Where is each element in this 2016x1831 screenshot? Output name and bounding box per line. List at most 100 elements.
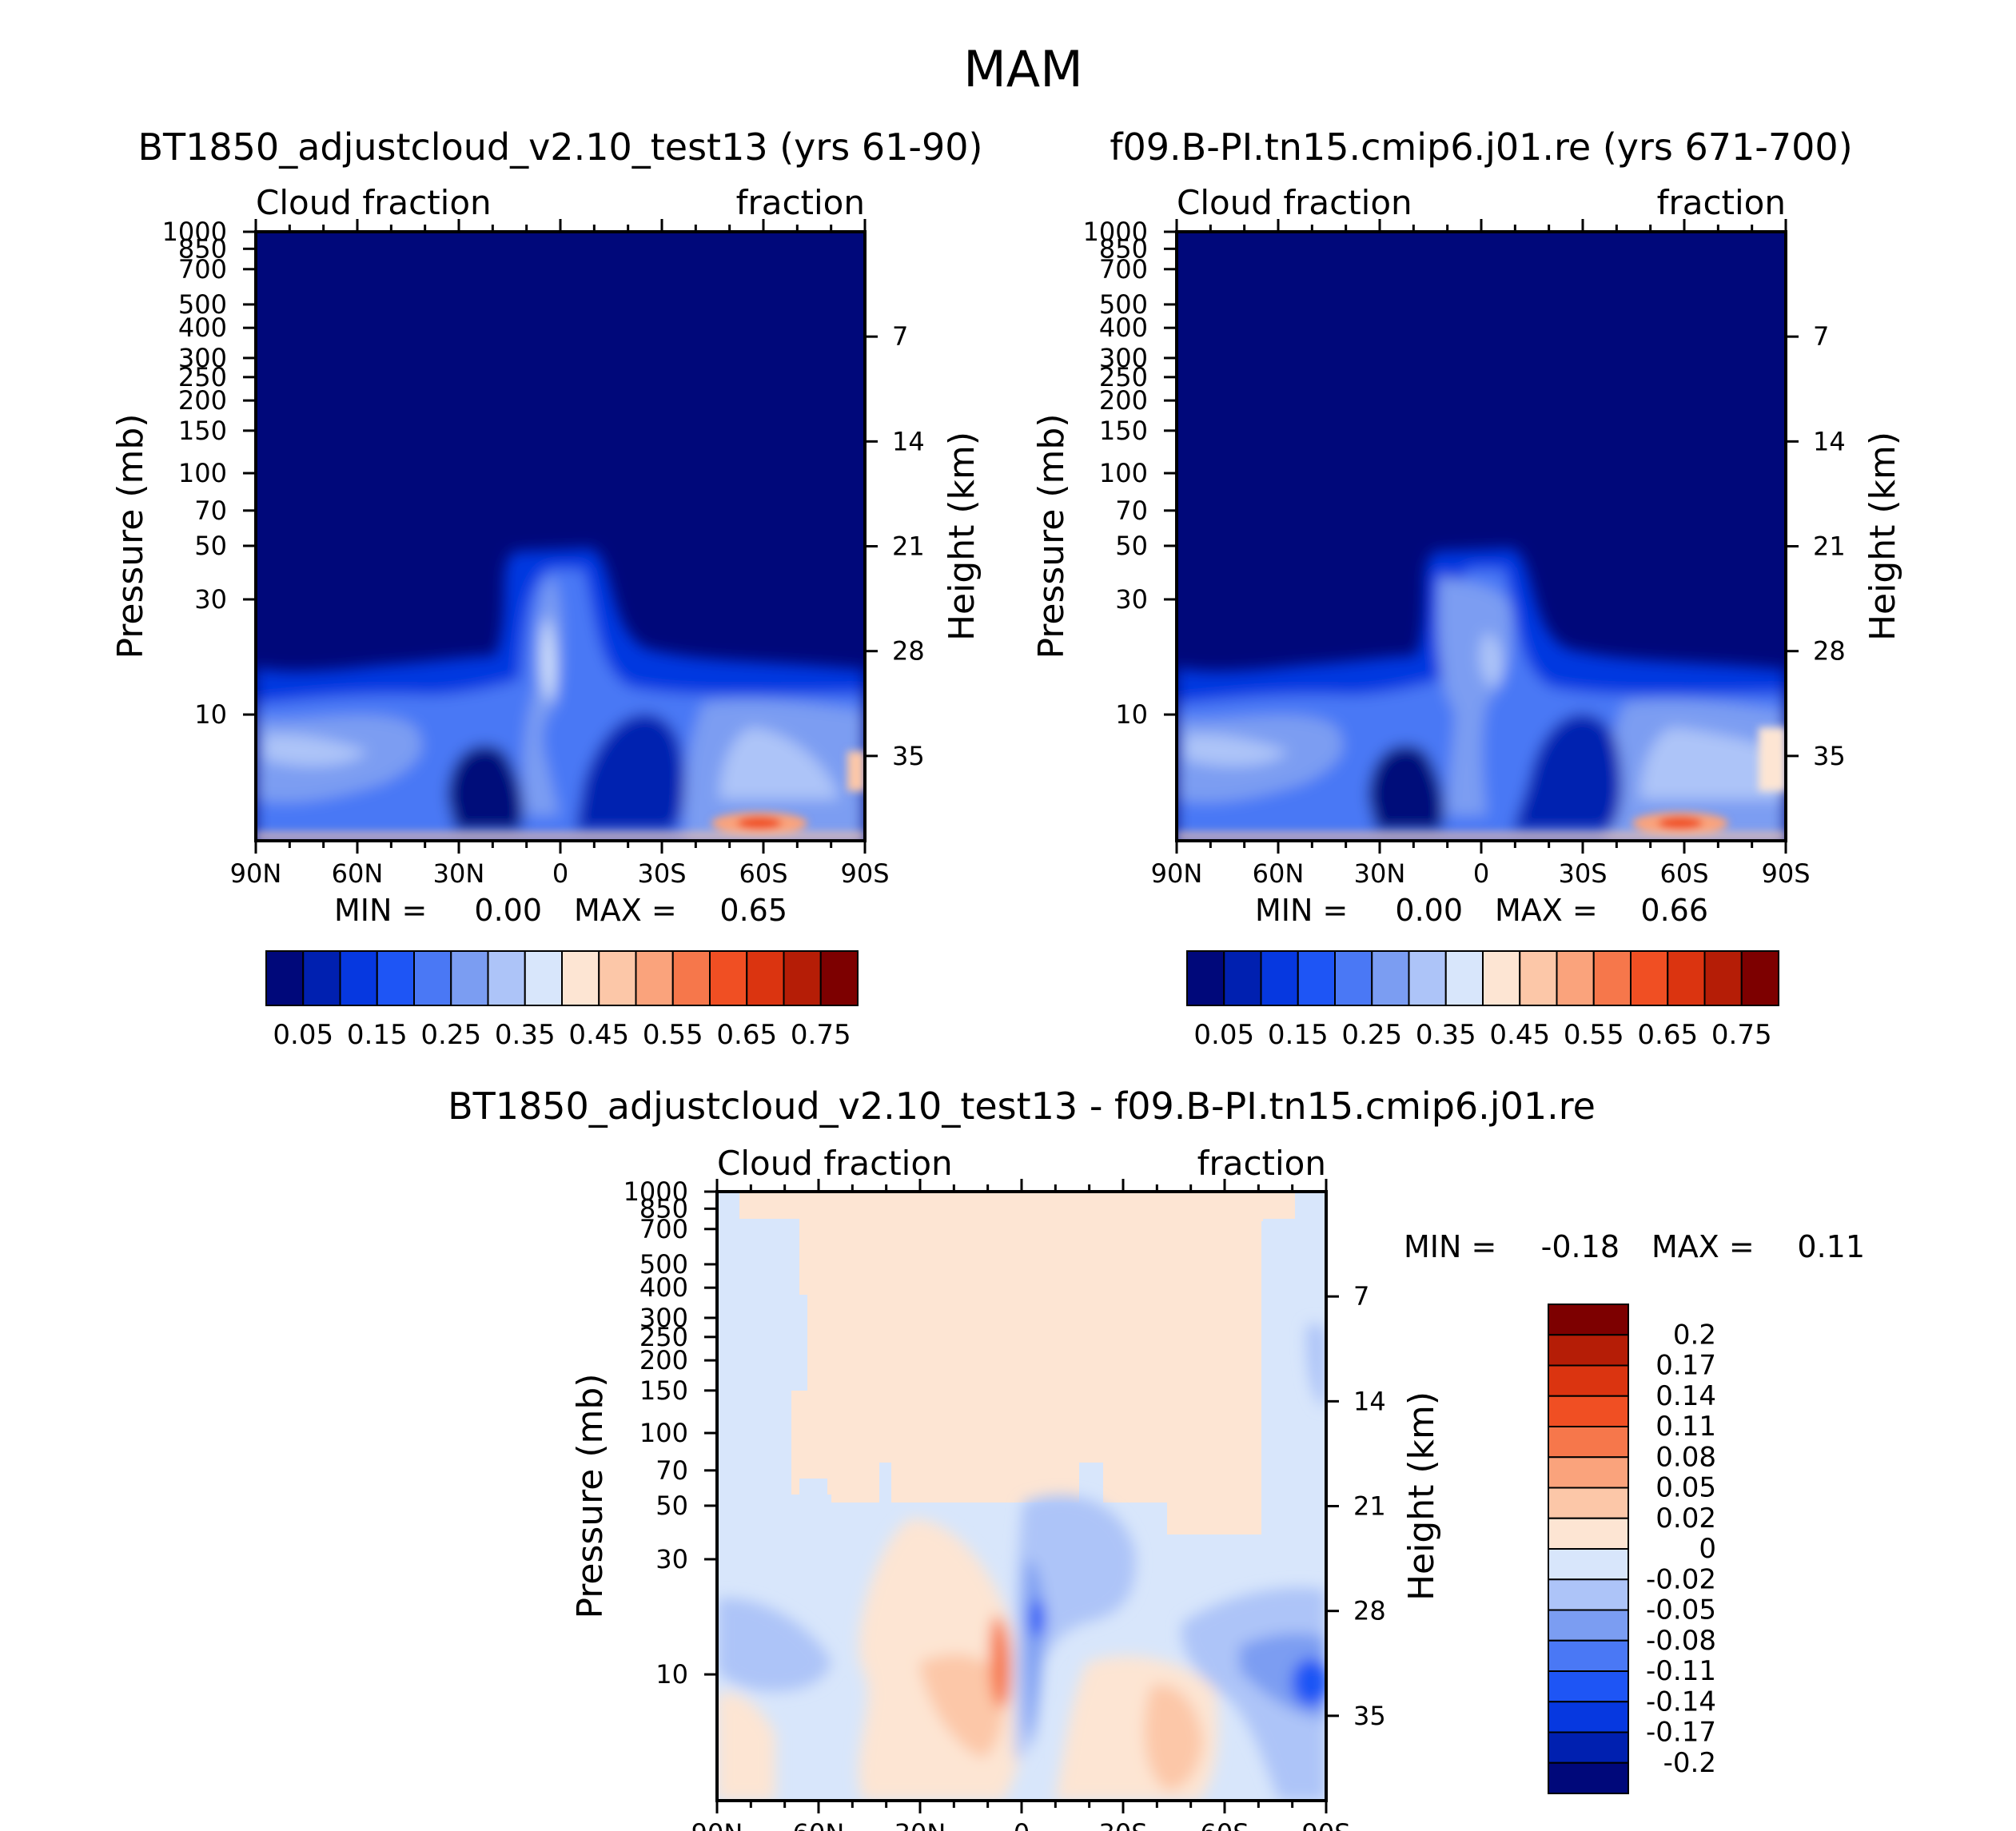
colorbar-swatch xyxy=(376,950,415,1006)
colorbar-swatch xyxy=(1371,950,1410,1006)
colorbar-swatch xyxy=(1548,1426,1629,1459)
colorbar: 0.05 0.15 0.25 0.35 0.45 0.55 0.65 0.75 xyxy=(265,950,859,1051)
y2-tick-label: 35 xyxy=(892,741,925,771)
y2-axis-label: Height (km) xyxy=(1401,1391,1442,1601)
y-tick-label: 400 xyxy=(178,312,227,343)
axis-ticks: 90N60N30N030S60S90S103050701001502002503… xyxy=(624,1176,1386,1831)
colorbar-swatch xyxy=(746,950,785,1006)
contour-fill xyxy=(541,615,556,703)
y2-tick-label: 14 xyxy=(1813,426,1846,456)
colorbar-label: 0.05 xyxy=(1193,1019,1254,1051)
colorbar-swatch xyxy=(1548,1578,1629,1611)
colorbar-swatch xyxy=(1740,950,1779,1006)
y2-tick-label: 21 xyxy=(1813,531,1846,562)
contour-fill xyxy=(719,727,839,799)
colorbar-label: 0 xyxy=(1699,1533,1716,1565)
colorbar-swatch xyxy=(1548,1639,1629,1672)
x-tick-label: 0 xyxy=(552,858,568,889)
x-tick-label: 90S xyxy=(1761,858,1810,889)
x-tick-label: 90N xyxy=(1151,858,1203,889)
x-tick-label: 90S xyxy=(840,858,889,889)
colorbar-swatch xyxy=(1548,1761,1629,1794)
y-tick-label: 700 xyxy=(178,254,227,285)
max-value: 0.11 xyxy=(1797,1229,1865,1264)
panel-difference: BT1850_adjustcloud_v2.10_test13 - f09.B-… xyxy=(448,1085,1865,1831)
units-label: fraction xyxy=(1197,1144,1326,1183)
y-tick-label: 10 xyxy=(655,1659,688,1690)
y2-tick-label: 7 xyxy=(1353,1281,1369,1312)
x-tick-label: 30N xyxy=(894,1818,946,1831)
contour-fill xyxy=(1369,745,1444,831)
contour-fill xyxy=(919,1654,1004,1758)
colorbar-swatch xyxy=(413,950,452,1006)
colorbar-swatch xyxy=(1548,1364,1629,1397)
colorbar-swatch xyxy=(598,950,637,1006)
colorbar-swatch xyxy=(1667,950,1706,1006)
colorbar-label: 0.55 xyxy=(1564,1019,1624,1051)
x-tick-label: 0 xyxy=(1014,1818,1030,1831)
x-tick-label: 60N xyxy=(793,1818,845,1831)
y2-tick-label: 35 xyxy=(1353,1701,1386,1731)
colorbar-label: 0.11 xyxy=(1655,1411,1716,1443)
y-axis-label: Pressure (mb) xyxy=(570,1374,611,1619)
y-tick-label: 400 xyxy=(639,1272,688,1303)
y-tick-label: 1000 xyxy=(162,217,227,247)
y-tick-label: 250 xyxy=(1099,362,1148,392)
y-tick-label: 50 xyxy=(194,531,227,561)
colorbar-label: 0.65 xyxy=(1637,1019,1698,1051)
colorbar-swatch xyxy=(1548,1548,1629,1581)
contour-fill xyxy=(737,817,782,830)
colorbar-swatch xyxy=(1548,1334,1629,1367)
y-tick-label: 500 xyxy=(639,1249,688,1280)
x-tick-label: 90N xyxy=(691,1818,743,1831)
colorbar-label: 0.2 xyxy=(1673,1319,1716,1351)
colorbar: 0.20.170.140.110.080.050.020-0.02-0.05-0… xyxy=(1548,1304,1716,1794)
colorbar-swatch xyxy=(302,950,341,1006)
contour-fill xyxy=(448,745,523,831)
panel-left: BT1850_adjustcloud_v2.10_test13 (yrs 61-… xyxy=(110,125,983,1051)
x-tick-label: 30N xyxy=(1354,858,1406,889)
colorbar-label: 0.02 xyxy=(1655,1503,1716,1534)
colorbar-label: 0.65 xyxy=(716,1019,777,1051)
contour-fill xyxy=(990,1614,1011,1710)
y-tick-label: 150 xyxy=(639,1375,688,1406)
y-tick-label: 850 xyxy=(1099,233,1148,264)
colorbar-label: 0.25 xyxy=(1341,1019,1402,1051)
colorbar-swatch xyxy=(1556,950,1595,1006)
contour-fill xyxy=(1759,727,1786,791)
colorbar-swatch xyxy=(709,950,748,1006)
max-value: 0.65 xyxy=(719,893,787,928)
contour-fill xyxy=(717,1192,1295,1534)
panel-title: BT1850_adjustcloud_v2.10_test13 (yrs 61-… xyxy=(137,125,982,169)
contour-fill xyxy=(1144,1685,1203,1790)
y2-tick-label: 21 xyxy=(1353,1491,1386,1522)
y-tick-label: 1000 xyxy=(624,1176,688,1207)
contour-fill xyxy=(1030,1599,1046,1638)
colorbar-swatch xyxy=(1703,950,1743,1006)
panel-right: f09.B-PI.tn15.cmip6.j01.re (yrs 671-700)… xyxy=(1031,125,1903,1051)
y2-tick-label: 7 xyxy=(892,321,908,352)
y-tick-label: 200 xyxy=(1099,385,1148,416)
y-tick-label: 700 xyxy=(1099,254,1148,285)
y2-axis-label: Height (km) xyxy=(942,432,982,641)
y-tick-label: 850 xyxy=(178,233,227,264)
colorbar-label: 0.75 xyxy=(1711,1019,1772,1051)
y-tick-label: 500 xyxy=(1099,289,1148,320)
colorbar-label: -0.17 xyxy=(1646,1717,1716,1749)
min-value: 0.00 xyxy=(474,893,542,928)
colorbar-label: 0.35 xyxy=(495,1019,556,1051)
contour-field xyxy=(256,232,865,841)
colorbar-label: 0.14 xyxy=(1655,1380,1716,1412)
units-label: fraction xyxy=(736,183,865,222)
y-tick-label: 30 xyxy=(194,584,227,615)
y-tick-label: 150 xyxy=(178,416,227,446)
x-tick-label: 60S xyxy=(1200,1818,1249,1831)
contour-fill xyxy=(717,1598,831,1692)
colorbar-swatch xyxy=(1223,950,1262,1006)
y2-tick-label: 21 xyxy=(892,531,925,562)
x-tick-label: 30N xyxy=(433,858,485,889)
min-label: MIN = xyxy=(1404,1229,1496,1264)
colorbar-label: 0.45 xyxy=(1489,1019,1550,1051)
y-tick-label: 70 xyxy=(194,496,227,526)
